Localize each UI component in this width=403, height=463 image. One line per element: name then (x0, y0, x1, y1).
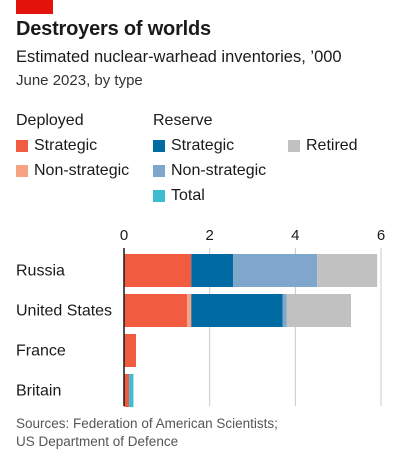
legend-label: Total (171, 187, 205, 204)
legend-heading-deployed: Deployed (16, 112, 84, 129)
chart-date-note: June 2023, by type (16, 72, 143, 89)
source-line: Sources: Federation of American Scientis… (16, 416, 278, 431)
legend-swatch (153, 190, 165, 202)
legend-item-retired: Retired (288, 137, 358, 155)
brand-tag (16, 0, 53, 14)
bar-segment (286, 294, 352, 327)
bar-segment (124, 374, 130, 407)
chart-subtitle: Estimated nuclear-warhead inventories, ’… (16, 48, 342, 66)
legend-label: Retired (306, 137, 358, 154)
legend-label: Strategic (34, 137, 98, 154)
legend-label: Strategic (171, 137, 235, 154)
category-label: France (16, 343, 66, 360)
bar-chart: 0 2 4 6 Russia United States France Britain (16, 227, 385, 407)
bar-segment (317, 254, 378, 287)
category-label: United States (16, 303, 112, 320)
bar-segment (124, 294, 187, 327)
legend-swatch (288, 140, 300, 152)
bar-segment (124, 334, 136, 367)
bar-segment (233, 254, 318, 287)
legend-item-deployed-nonstrategic: Non-strategic (16, 162, 129, 180)
legend-item-reserve-strategic: Strategic (153, 137, 234, 155)
category-label: Britain (16, 383, 61, 400)
bar-segment (191, 294, 283, 327)
x-tick-label: 4 (291, 227, 299, 244)
bar-segment (129, 374, 134, 407)
bar-segment (191, 254, 234, 287)
category-label: Russia (16, 263, 65, 280)
chart-title: Destroyers of worlds (16, 18, 211, 40)
legend-swatch (153, 140, 165, 152)
legend-item-reserve-nonstrategic: Non-strategic (153, 162, 266, 180)
x-tick-label: 6 (377, 227, 385, 244)
legend-item-reserve-total: Total (153, 187, 205, 205)
legend-item-deployed-strategic: Strategic (16, 137, 97, 155)
x-tick-label: 0 (120, 227, 128, 244)
source-note: Sources: Federation of American Scientis… (16, 415, 278, 451)
legend-swatch (16, 165, 28, 177)
bar-segment (124, 254, 192, 287)
legend-swatch (16, 140, 28, 152)
legend-label: Non-strategic (171, 162, 267, 179)
source-line: US Department of Defence (16, 434, 179, 449)
bar-segment (186, 294, 192, 327)
legend-swatch (153, 165, 165, 177)
legend-label: Non-strategic (34, 162, 130, 179)
bar-segment (282, 294, 287, 327)
x-tick-label: 2 (205, 227, 213, 244)
legend-heading-reserve: Reserve (153, 112, 213, 129)
